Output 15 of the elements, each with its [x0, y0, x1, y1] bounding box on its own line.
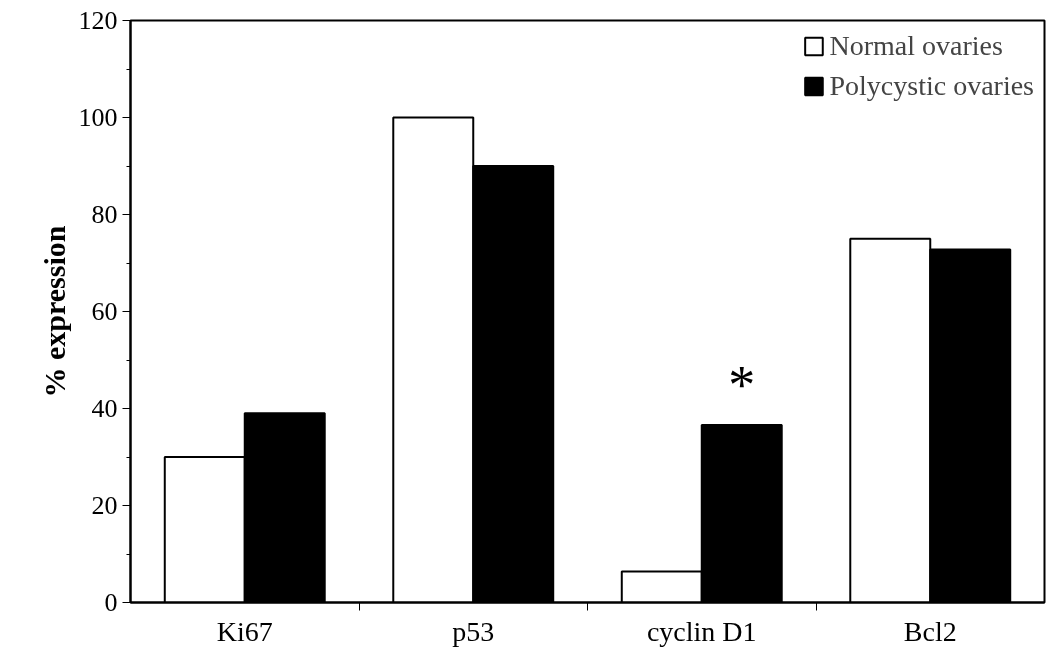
- y-tick-label: 40: [91, 394, 118, 423]
- x-tick-label: cyclin D1: [646, 615, 757, 647]
- y-tick-label: 60: [91, 297, 118, 326]
- y-tick-label: 80: [91, 200, 118, 229]
- x-tick-label: p53: [452, 615, 495, 647]
- y-axis-title: % expression: [37, 225, 71, 398]
- y-tick-label: 20: [91, 491, 118, 520]
- legend-label: Polycystic ovaries: [829, 70, 1034, 102]
- legend-label: Normal ovaries: [829, 30, 1003, 62]
- y-tick-label: 0: [104, 588, 118, 617]
- x-tick-label: Ki67: [216, 615, 273, 647]
- annotation: *: [728, 354, 756, 415]
- x-tick-label: Bcl2: [903, 615, 957, 647]
- y-tick-label: 120: [78, 6, 118, 35]
- y-tick-label: 100: [78, 103, 118, 132]
